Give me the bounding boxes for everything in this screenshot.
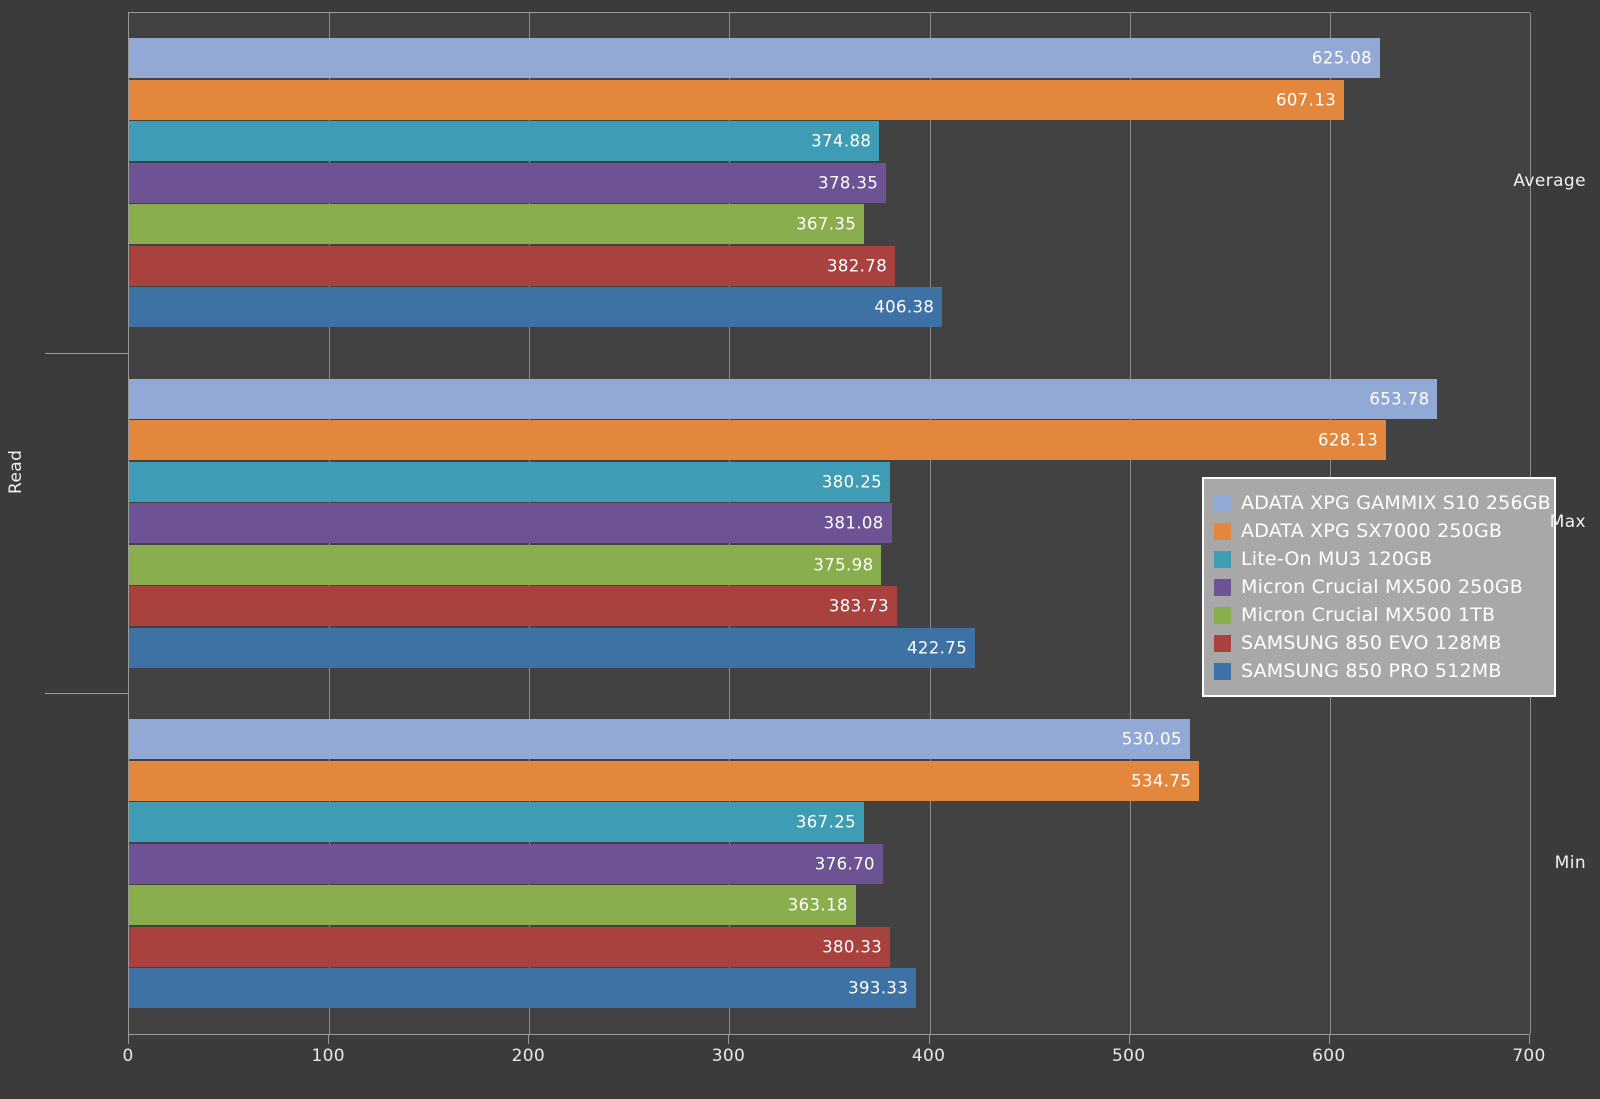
bar: 363.18 [129,885,856,926]
bar: 378.35 [129,162,887,203]
bar-value-label: 380.25 [821,472,883,492]
bar: 625.08 [129,38,1381,79]
x-axis-tick-label: 200 [511,1046,545,1066]
bar-value-label: 376.70 [814,854,875,874]
bar: 628.13 [129,420,1387,461]
bar: 607.13 [129,79,1345,120]
legend-item[interactable]: Lite-On MU3 120GB [1214,546,1544,572]
bar-value-label: 375.98 [813,555,874,575]
bar: 382.78 [129,245,896,286]
bar: 375.98 [129,544,882,585]
x-axis-line [128,1034,1530,1035]
x-axis-tick [728,1034,730,1044]
x-axis-tick-label: 100 [311,1046,345,1066]
legend-color-swatch [1214,578,1231,596]
bar-value-label: 378.35 [818,173,879,193]
legend-color-swatch [1214,522,1231,540]
y-axis-group-label: Max [1549,512,1586,532]
bar-value-label: 363.18 [787,895,848,915]
legend-item[interactable]: Micron Crucial MX500 250GB [1214,574,1544,600]
x-axis-tick-label: 600 [1312,1046,1346,1066]
legend-color-swatch [1214,662,1231,680]
bar: 534.75 [129,760,1200,801]
bar: 367.25 [129,802,865,843]
bar-value-label: 625.08 [1311,48,1373,68]
bar: 376.70 [129,843,883,884]
gridline [1129,13,1131,1034]
x-axis-tick [928,1034,930,1044]
x-axis-tick [128,1034,129,1044]
legend-item[interactable]: SAMSUNG 850 EVO 128MB [1214,630,1544,656]
legend: ADATA XPG GAMMIX S10 256GB ADATA XPG SX70… [1202,477,1556,697]
x-axis-tick-label: 400 [911,1046,946,1066]
x-axis-tick-label: 700 [1512,1046,1546,1066]
y-axis-group-label: Average [1513,171,1586,192]
bar: 406.38 [129,287,943,328]
bar: 380.33 [129,926,891,967]
bar-value-label: 628.13 [1318,430,1379,450]
y-axis-group-separator [45,352,129,354]
legend-color-swatch [1214,494,1231,512]
x-axis-tick [1128,1034,1130,1044]
x-axis-tick [328,1034,330,1044]
bar-value-label: 653.78 [1369,389,1430,409]
legend-color-swatch [1214,634,1231,652]
x-axis-tick-label: 300 [711,1046,746,1066]
legend-color-swatch [1214,606,1231,624]
x-axis-tick [1529,1034,1530,1044]
legend-item[interactable]: Micron Crucial MX500 1TB [1214,602,1544,628]
x-axis-tick-label: 0 [122,1046,134,1066]
x-axis-tick [528,1034,530,1044]
bar-value-label: 530.05 [1121,729,1182,749]
bar: 367.35 [129,204,865,245]
bar: 530.05 [129,719,1190,760]
bar-value-label: 374.88 [811,131,872,151]
bar-value-label: 381.08 [823,513,884,533]
legend-item[interactable]: SAMSUNG 850 PRO 512MB [1214,658,1544,684]
bar: 381.08 [129,503,892,544]
bar: 380.25 [129,461,891,502]
bar: 653.78 [129,378,1438,419]
bar-value-label: 422.75 [906,638,968,658]
bar: 374.88 [129,121,880,162]
bar-value-label: 382.78 [826,256,888,276]
legend-item-label: Micron Crucial MX500 1TB [1241,604,1496,626]
bar: 383.73 [129,586,897,627]
bar-value-label: 406.38 [874,297,935,317]
gridline [929,13,931,1034]
legend-item-label: Lite-On MU3 120GB [1241,548,1433,570]
legend-item-label: SAMSUNG 850 PRO 512MB [1241,660,1502,682]
x-axis-tick [1328,1034,1330,1044]
legend-item-label: ADATA XPG SX7000 250GB [1241,520,1503,542]
bar-value-label: 383.73 [828,596,889,616]
y-axis-title: Read [6,449,26,494]
bar-value-label: 534.75 [1131,771,1192,791]
y-axis-group-label: Min [1554,852,1586,873]
legend-item[interactable]: ADATA XPG SX7000 250GB [1214,518,1544,544]
x-axis-tick-label: 500 [1112,1046,1146,1066]
bar: 393.33 [129,968,917,1009]
legend-item[interactable]: ADATA XPG GAMMIX S10 256GB [1214,490,1551,516]
bar: 422.75 [129,627,976,668]
legend-color-swatch [1214,550,1231,568]
bar-value-label: 367.35 [796,214,857,234]
legend-item-label: SAMSUNG 850 EVO 128MB [1241,632,1502,654]
legend-item-label: Micron Crucial MX500 250GB [1241,576,1523,598]
bar-value-label: 393.33 [848,978,909,998]
legend-item-label: ADATA XPG GAMMIX S10 256GB [1241,492,1551,514]
bar-value-label: 380.33 [822,937,883,957]
y-axis-group-separator [45,693,129,695]
bar-value-label: 607.13 [1275,90,1337,110]
bar-value-label: 367.25 [795,812,857,832]
